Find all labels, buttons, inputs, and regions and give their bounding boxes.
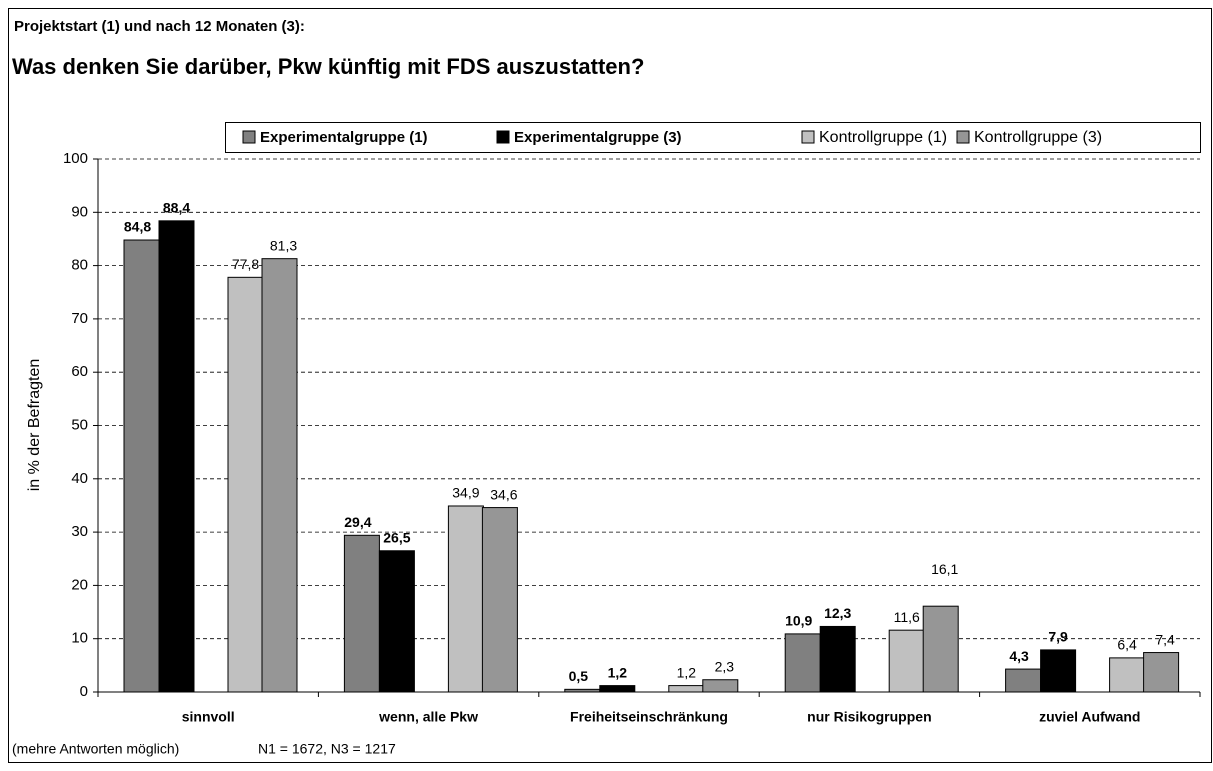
sample-note: N1 = 1672, N3 = 1217: [258, 741, 396, 757]
bar: [1109, 657, 1146, 693]
value-label: 2,3: [715, 658, 735, 674]
value-label: 4,3: [1009, 648, 1029, 664]
bar: [1143, 652, 1180, 693]
legend-swatch: [956, 130, 970, 144]
value-label: 88,4: [163, 200, 190, 216]
value-label: 10,9: [785, 613, 812, 629]
y-tick-label: 30: [71, 523, 88, 540]
y-tick-label: 10: [71, 630, 88, 647]
value-label: 1,2: [677, 664, 697, 680]
value-label: 7,9: [1048, 629, 1068, 645]
y-tick-label: 20: [71, 576, 88, 593]
bar: [123, 239, 160, 693]
value-label: 34,9: [452, 485, 479, 501]
legend-label: Kontrollgruppe (1): [819, 129, 947, 146]
value-label: 34,6: [490, 486, 517, 502]
value-label: 12,3: [824, 605, 851, 621]
bar: [564, 688, 601, 693]
legend-swatch: [801, 130, 815, 144]
value-label: 6,4: [1117, 637, 1137, 653]
supertitle: Projektstart (1) und nach 12 Monaten (3)…: [14, 18, 305, 35]
bar: [599, 685, 636, 693]
bar: [922, 605, 959, 693]
value-label: 0,5: [569, 668, 589, 684]
x-tick-label: sinnvoll: [182, 709, 235, 725]
bar: [261, 258, 298, 693]
bar: [158, 220, 195, 693]
value-label: 81,3: [270, 237, 297, 253]
y-tick-label: 40: [71, 470, 88, 487]
footnote: (mehre Antworten möglich): [12, 741, 179, 757]
y-tick-label: 90: [71, 203, 88, 220]
legend-swatch: [496, 130, 510, 144]
y-tick-label: 80: [71, 257, 88, 274]
bar: [819, 625, 856, 693]
bar: [1005, 668, 1042, 693]
bar: [227, 276, 264, 693]
bar: [702, 679, 739, 693]
legend-label: Kontrollgruppe (3): [974, 129, 1102, 146]
value-label: 1,2: [608, 664, 628, 680]
x-tick-label: zuviel Aufwand: [1039, 709, 1140, 725]
value-label: 16,1: [931, 561, 958, 577]
value-label: 26,5: [383, 529, 410, 545]
bar: [343, 534, 380, 693]
legend-swatch: [242, 130, 256, 144]
bar: [481, 507, 518, 693]
bar: [447, 505, 484, 693]
bar: [784, 633, 821, 693]
value-label: 84,8: [124, 219, 151, 235]
chart-title: Was denken Sie darüber, Pkw künftig mit …: [12, 54, 644, 79]
y-axis-label: in % der Befragten: [26, 359, 43, 492]
value-label: 77,8: [232, 256, 259, 272]
bar: [378, 550, 415, 693]
value-label: 7,4: [1155, 631, 1175, 647]
x-tick-label: Freiheitseinschränkung: [570, 709, 728, 725]
frame: [8, 8, 1212, 763]
x-tick-label: nur Risikogruppen: [807, 709, 931, 725]
y-tick-label: 100: [63, 150, 88, 167]
value-label: 29,4: [344, 514, 371, 530]
y-tick-label: 0: [80, 683, 88, 700]
bar: [888, 629, 925, 693]
bar: [668, 685, 705, 693]
bar: [1040, 649, 1077, 693]
x-tick-label: wenn, alle Pkw: [378, 709, 478, 725]
y-tick-label: 70: [71, 310, 88, 327]
y-tick-label: 50: [71, 416, 88, 433]
legend-label: Experimentalgruppe (1): [260, 129, 428, 146]
value-label: 11,6: [894, 609, 920, 625]
legend-label: Experimentalgruppe (3): [514, 129, 682, 146]
legend-box: [225, 122, 1201, 153]
y-tick-label: 60: [71, 363, 88, 380]
